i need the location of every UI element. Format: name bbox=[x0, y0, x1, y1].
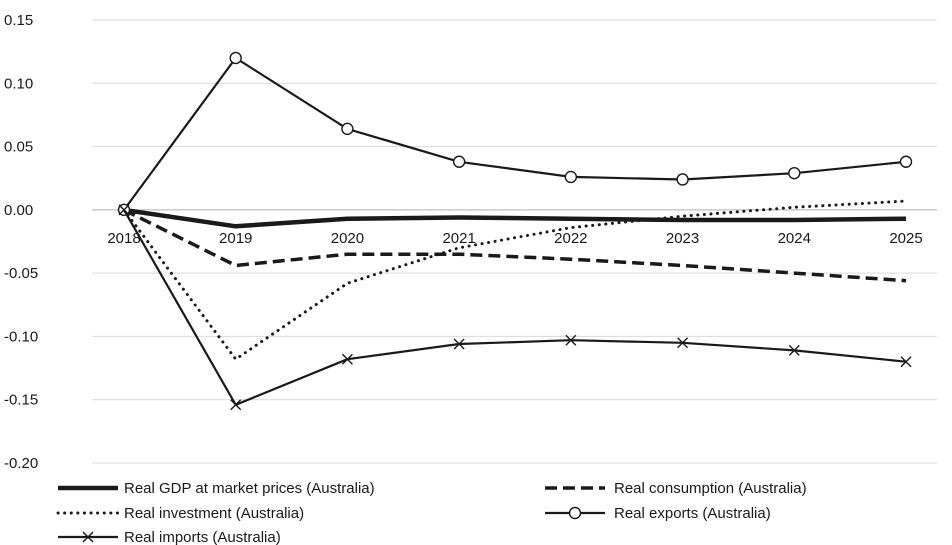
legend: Real GDP at market prices (Australia) Rea… bbox=[56, 480, 807, 545]
legend-item: Real exports (Australia) bbox=[545, 505, 771, 522]
data-point bbox=[564, 170, 578, 184]
data-point bbox=[788, 344, 800, 356]
y-tick-label: -0.15 bbox=[4, 392, 38, 409]
y-tick-label: 0.10 bbox=[4, 75, 33, 92]
legend-marker bbox=[82, 531, 94, 543]
y-tick-label: -0.20 bbox=[4, 455, 38, 472]
legend-label: Real imports (Australia) bbox=[124, 529, 281, 545]
x-tick-label: 2021 bbox=[442, 230, 475, 247]
data-point bbox=[565, 334, 577, 346]
data-point bbox=[900, 356, 912, 368]
y-axis-tick-labels: 0.15 0.10 0.05 0.00 -0.05 -0.10 -0.15 -0.20 bbox=[4, 12, 38, 472]
data-point bbox=[341, 353, 353, 365]
data-point bbox=[677, 337, 689, 349]
legend-item: Real investment (Australia) bbox=[56, 505, 304, 522]
series-line-1 bbox=[123, 207, 907, 229]
legend-label: Real GDP at market prices (Australia) bbox=[124, 480, 375, 497]
data-point bbox=[452, 155, 466, 168]
legend-item: Real GDP at market prices (Australia) bbox=[58, 480, 375, 497]
legend-label: Real consumption (Australia) bbox=[614, 480, 807, 497]
legend-item: Real imports (Australia) bbox=[58, 529, 281, 545]
data-point bbox=[229, 51, 242, 65]
x-tick-label: 2018 bbox=[107, 230, 140, 247]
x-tick-label: 2022 bbox=[554, 230, 587, 247]
data-point bbox=[118, 204, 130, 216]
y-tick-label: -0.10 bbox=[4, 328, 38, 345]
series-line-2 bbox=[123, 208, 907, 283]
y-tick-label: 0.00 bbox=[4, 202, 33, 219]
data-point bbox=[676, 173, 689, 186]
y-tick-label: 0.15 bbox=[4, 12, 33, 29]
x-tick-label: 2019 bbox=[219, 230, 252, 247]
x-tick-label: 2020 bbox=[331, 230, 364, 247]
x-tick-label: 2025 bbox=[889, 230, 922, 247]
legend-label: Real investment (Australia) bbox=[124, 505, 304, 522]
series-line-3 bbox=[122, 199, 908, 361]
series-lines bbox=[117, 51, 913, 411]
data-point bbox=[788, 166, 801, 180]
x-tick-label: 2023 bbox=[666, 230, 699, 247]
data-point bbox=[899, 155, 913, 168]
y-tick-label: -0.05 bbox=[4, 265, 38, 282]
x-axis-tick-labels: 2018 2019 2020 2021 2022 2023 2024 2025 bbox=[107, 230, 922, 247]
legend-item: Real consumption (Australia) bbox=[545, 480, 807, 497]
data-point bbox=[230, 399, 242, 411]
series-line-4 bbox=[123, 56, 907, 211]
data-point bbox=[341, 122, 354, 136]
legend-marker bbox=[568, 506, 582, 520]
y-tick-label: 0.05 bbox=[4, 139, 33, 156]
legend-label: Real exports (Australia) bbox=[614, 505, 771, 522]
x-tick-label: 2024 bbox=[778, 230, 811, 247]
series-line-5 bbox=[123, 209, 907, 406]
data-point bbox=[453, 338, 465, 350]
